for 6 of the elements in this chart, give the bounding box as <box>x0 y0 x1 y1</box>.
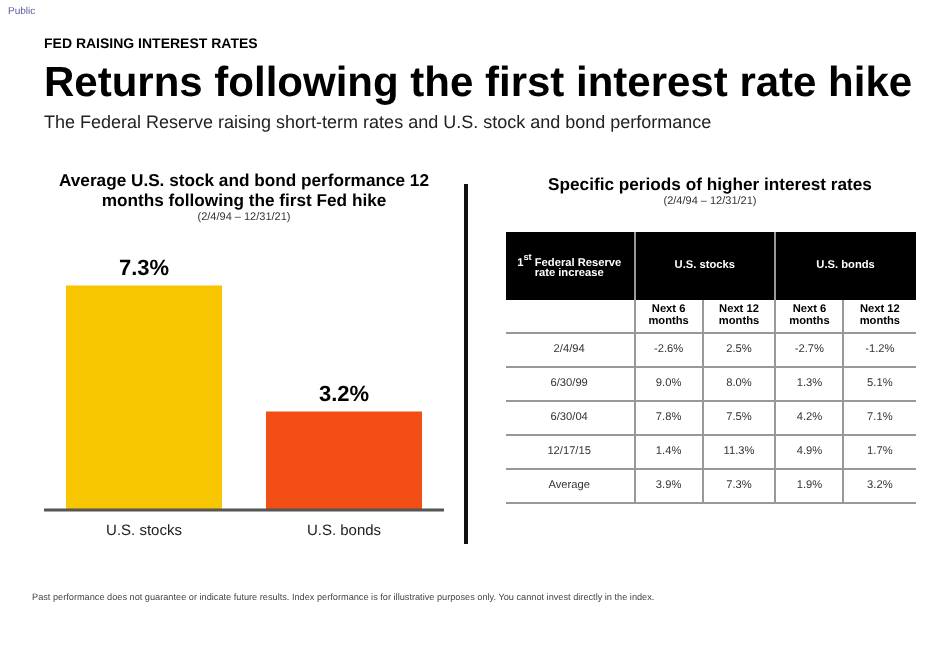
text: Specific periods of higher interest rates <box>546 174 874 194</box>
chart-title: Average U.S. stock and bond performance 12 months following the first Fed hike <box>57 170 431 210</box>
data-label: 3.2% <box>318 382 370 407</box>
text: The Federal Reserve raising short-term rates and U.S. stock and bond performance <box>44 112 712 132</box>
text: Returns following the first interest rate hike <box>44 60 913 108</box>
data-label: 7.3% <box>118 256 170 281</box>
